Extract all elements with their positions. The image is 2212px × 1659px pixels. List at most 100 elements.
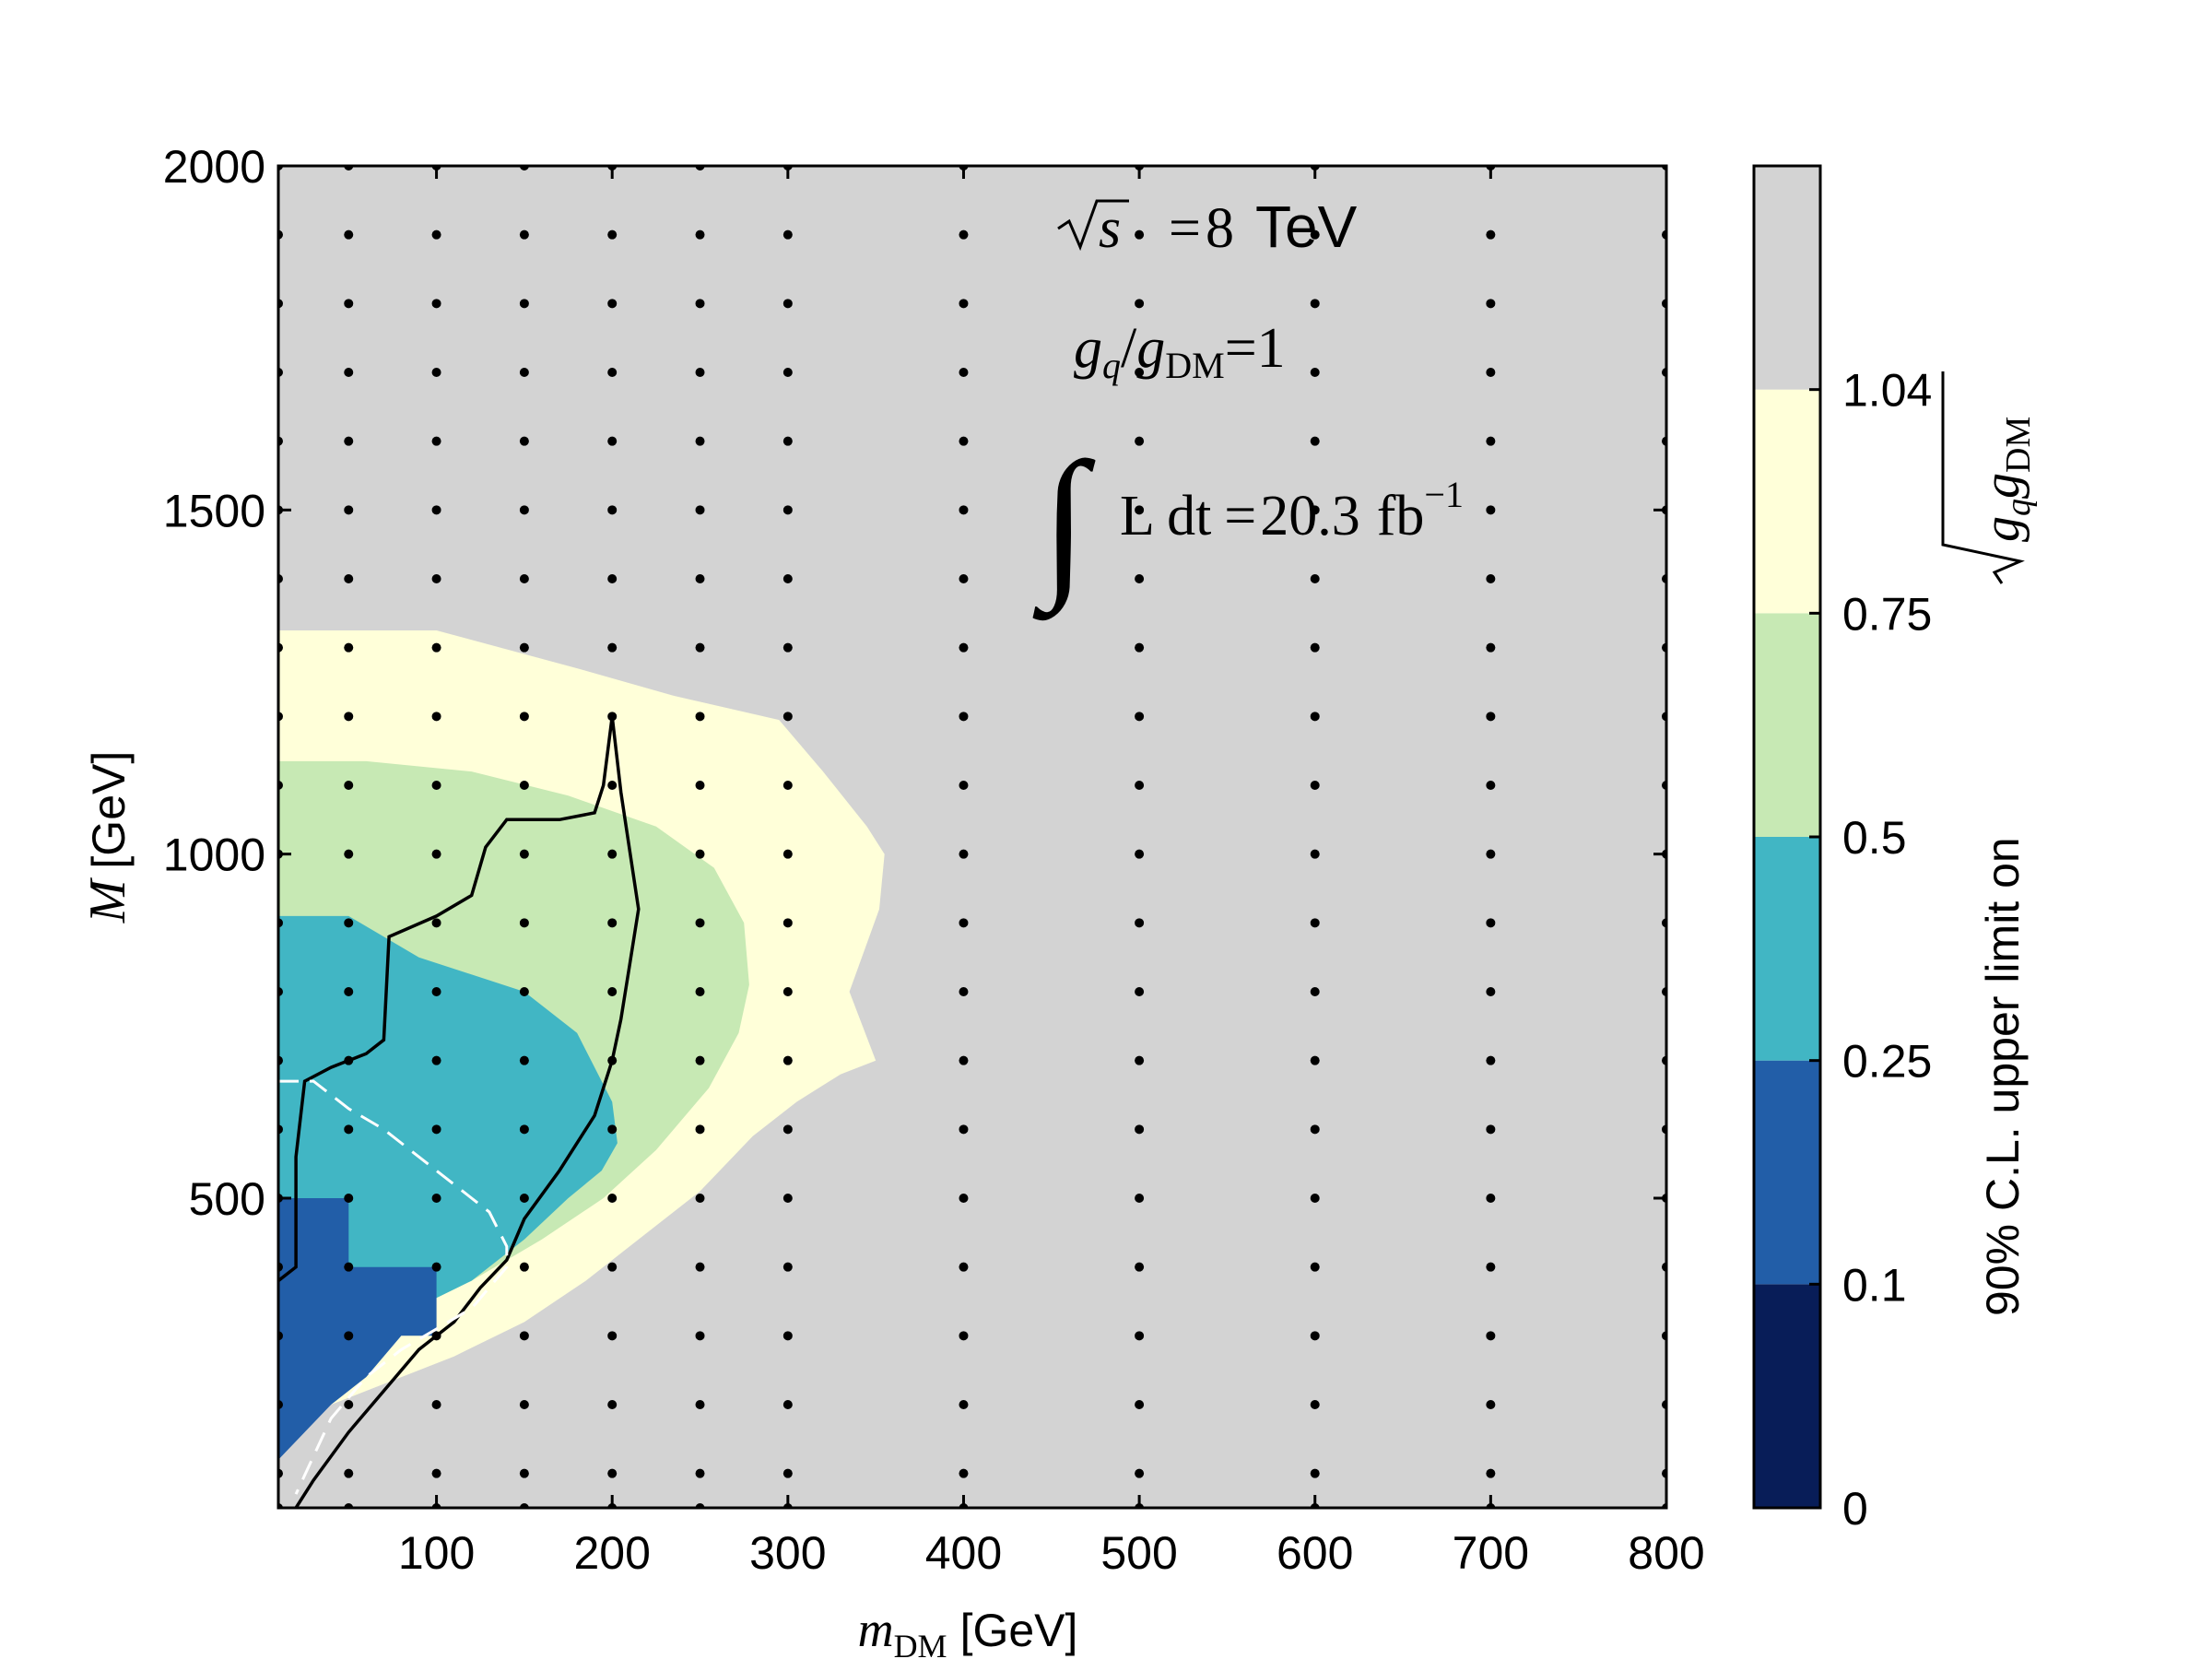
grid-point bbox=[959, 1194, 969, 1203]
grid-point bbox=[1135, 1468, 1145, 1478]
grid-point bbox=[782, 1331, 793, 1341]
grid-point bbox=[959, 229, 969, 240]
grid-point bbox=[344, 1400, 354, 1409]
grid-point bbox=[959, 436, 969, 446]
grid-point bbox=[431, 1124, 441, 1135]
colorbar-segment bbox=[1754, 166, 1820, 390]
colorbar-tick-label: 0.25 bbox=[1842, 1036, 1932, 1088]
grid-point bbox=[344, 368, 354, 377]
grid-point bbox=[1135, 1055, 1145, 1065]
grid-point bbox=[431, 642, 441, 653]
grid-point bbox=[607, 1262, 618, 1272]
grid-point bbox=[607, 229, 618, 240]
region-0.1 bbox=[278, 1198, 437, 1508]
grid-point bbox=[695, 299, 705, 309]
grid-point bbox=[1486, 1194, 1496, 1203]
grid-point bbox=[1486, 229, 1496, 240]
integral-sign: ∫ bbox=[1032, 429, 1096, 621]
grid-point bbox=[1486, 1124, 1496, 1135]
grid-point bbox=[519, 987, 529, 996]
grid-point bbox=[344, 436, 354, 446]
grid-point bbox=[431, 299, 441, 309]
grid-point bbox=[344, 781, 354, 790]
grid-point bbox=[1486, 712, 1496, 722]
plot-frame bbox=[276, 164, 1668, 1510]
grid-point bbox=[519, 1468, 529, 1478]
colorbar-segment bbox=[1754, 613, 1820, 837]
x-tick-label: 600 bbox=[1277, 1527, 1353, 1579]
grid-point bbox=[431, 712, 441, 722]
grid-point bbox=[519, 229, 529, 240]
grid-point bbox=[519, 368, 529, 377]
annotation-energy: s = 8 TeV bbox=[1057, 194, 1358, 260]
grid-point bbox=[1486, 1400, 1496, 1409]
grid-point bbox=[431, 918, 441, 928]
grid-point bbox=[959, 781, 969, 790]
grid-point bbox=[1135, 642, 1145, 653]
grid-point bbox=[1310, 1262, 1320, 1272]
grid-point bbox=[1310, 368, 1320, 377]
grid-point bbox=[1310, 712, 1320, 722]
grid-point bbox=[695, 229, 705, 240]
grid-point bbox=[519, 781, 529, 790]
colorbar-tick-label: 0.75 bbox=[1842, 588, 1932, 640]
y-axis-label: M [GeV] bbox=[79, 751, 136, 924]
grid-point bbox=[782, 505, 793, 515]
y-axis-label-symbol: M bbox=[79, 877, 136, 924]
grid-point bbox=[782, 918, 793, 928]
colorbar-tick-label: 0.1 bbox=[1842, 1259, 1907, 1311]
grid-point bbox=[519, 574, 529, 583]
grid-point bbox=[344, 987, 354, 996]
grid-point bbox=[782, 1055, 793, 1065]
grid-point bbox=[1310, 1055, 1320, 1065]
grid-point bbox=[607, 1194, 618, 1203]
grid-point bbox=[1135, 299, 1145, 309]
grid-point bbox=[1486, 849, 1496, 859]
grid-point bbox=[607, 918, 618, 928]
grid-point bbox=[1310, 1124, 1320, 1135]
grid-point bbox=[959, 1331, 969, 1341]
grid-point bbox=[959, 299, 969, 309]
x-tick-label: 300 bbox=[749, 1527, 826, 1579]
grid-point bbox=[782, 1400, 793, 1409]
grid-point bbox=[959, 987, 969, 996]
grid-point bbox=[1310, 1194, 1320, 1203]
colorbar-label: 90% C.L. upper limit on gqgDM bbox=[1941, 371, 2038, 1316]
grid-point bbox=[1135, 781, 1145, 790]
grid-point bbox=[1486, 574, 1496, 583]
grid-point bbox=[695, 781, 705, 790]
grid-point bbox=[695, 712, 705, 722]
grid-point bbox=[1310, 299, 1320, 309]
grid-point bbox=[1486, 1262, 1496, 1272]
grid-point bbox=[1310, 505, 1320, 515]
grid-point bbox=[344, 849, 354, 859]
grid-point bbox=[431, 1468, 441, 1478]
grid-point bbox=[431, 436, 441, 446]
energy-equals: = bbox=[1169, 197, 1201, 260]
grid-point bbox=[782, 849, 793, 859]
grid-point bbox=[1135, 1331, 1145, 1341]
grid-point bbox=[607, 1468, 618, 1478]
grid-point bbox=[1310, 781, 1320, 790]
grid-point bbox=[519, 1124, 529, 1135]
colorbar-label-prefix: 90% C.L. upper limit on bbox=[1977, 837, 2029, 1316]
grid-point bbox=[782, 574, 793, 583]
grid-point bbox=[959, 505, 969, 515]
grid-point bbox=[607, 849, 618, 859]
grid-point bbox=[431, 1194, 441, 1203]
grid-point bbox=[1135, 505, 1145, 515]
grid-point bbox=[519, 1055, 529, 1065]
colorbar-label-math: gqgDM bbox=[1973, 417, 2038, 542]
grid-point bbox=[959, 918, 969, 928]
grid-point bbox=[1310, 918, 1320, 928]
dashed-contour-line bbox=[278, 1079, 509, 1495]
x-tick-label: 400 bbox=[925, 1527, 1002, 1579]
grid-point bbox=[519, 642, 529, 653]
grid-point bbox=[1486, 1468, 1496, 1478]
grid-point bbox=[519, 505, 529, 515]
grid-point bbox=[959, 1055, 969, 1065]
colorbar-tick-label: 1.04 bbox=[1842, 365, 1932, 417]
grid-point bbox=[1310, 642, 1320, 653]
grid-point bbox=[1310, 1400, 1320, 1409]
